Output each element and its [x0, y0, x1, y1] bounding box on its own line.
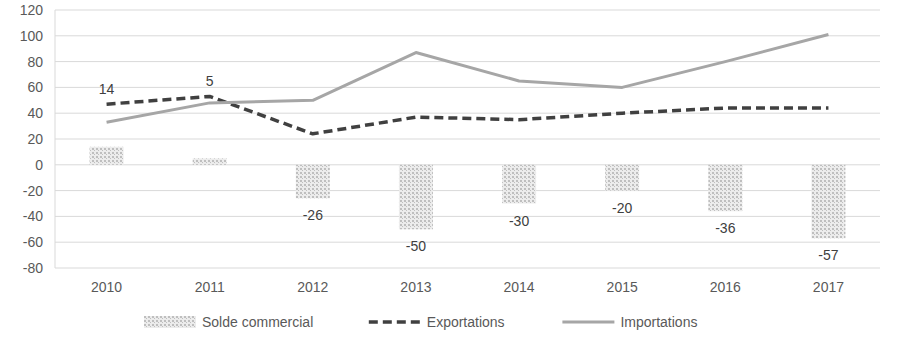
legend: Solde commercial Exportations Importations: [144, 314, 697, 330]
grid-line: [55, 87, 880, 88]
y-tick-label: -80: [23, 260, 43, 276]
bar: [605, 165, 639, 191]
legend-swatch: [369, 320, 421, 324]
y-tick-label: 80: [27, 54, 43, 70]
data-label: -20: [612, 200, 632, 216]
grid-line: [55, 242, 880, 243]
data-label: -30: [509, 213, 529, 229]
x-tick-label: 2014: [503, 279, 534, 295]
bar: [399, 165, 433, 230]
line: [107, 35, 829, 123]
chart: -80 -60 -40 -20 0 20 40 60 80 100 120 2010 2011 2012 2…: [0, 0, 900, 351]
legend-label: Importations: [620, 314, 697, 330]
grid-line: [55, 61, 880, 62]
grid-line: [55, 113, 880, 114]
grid-line: [55, 216, 880, 217]
x-tick-label: 2017: [813, 279, 844, 295]
data-label: 5: [206, 73, 214, 89]
legend-label: Exportations: [427, 314, 505, 330]
data-labels: 14 5 -26 -50 -30 -20 -36 -57: [99, 73, 839, 263]
data-label: -57: [818, 247, 838, 263]
bar: [193, 158, 227, 164]
y-tick-label: 40: [27, 105, 43, 121]
y-tick-label: 60: [27, 79, 43, 95]
plot-area: [90, 35, 846, 239]
data-label: -50: [406, 238, 426, 254]
legend-swatch: [144, 316, 196, 328]
x-tick-label: 2015: [607, 279, 638, 295]
y-tick-label: 0: [35, 157, 43, 173]
data-label: 14: [99, 81, 115, 97]
bar: [296, 165, 330, 199]
grid-line: [55, 35, 880, 36]
grid: [55, 10, 880, 268]
y-tick-label: -20: [23, 183, 43, 199]
legend-label: Solde commercial: [202, 314, 313, 330]
x-tick-label: 2011: [195, 279, 225, 295]
y-tick-label: 100: [20, 28, 44, 44]
data-label: -36: [715, 220, 735, 236]
y-tick-label: -60: [23, 234, 43, 250]
bar: [90, 147, 124, 165]
axis-line: [55, 10, 56, 268]
y-tick-label: 20: [27, 131, 43, 147]
legend-swatch: [562, 321, 614, 324]
x-tick-label: 2013: [400, 279, 431, 295]
grid-line: [55, 190, 880, 191]
bar: [502, 165, 536, 204]
x-tick-label: 2016: [710, 279, 741, 295]
data-label: -26: [303, 207, 323, 223]
y-tick-label: 120: [20, 2, 44, 18]
grid-line: [55, 139, 880, 140]
grid-line: [55, 164, 880, 165]
x-tick-label: 2010: [91, 279, 122, 295]
grid-line: [55, 268, 880, 269]
bar: [811, 165, 845, 239]
x-tick-label: 2012: [297, 279, 328, 295]
grid-line: [55, 10, 880, 11]
bar: [708, 165, 742, 211]
y-tick-label: -40: [23, 208, 43, 224]
